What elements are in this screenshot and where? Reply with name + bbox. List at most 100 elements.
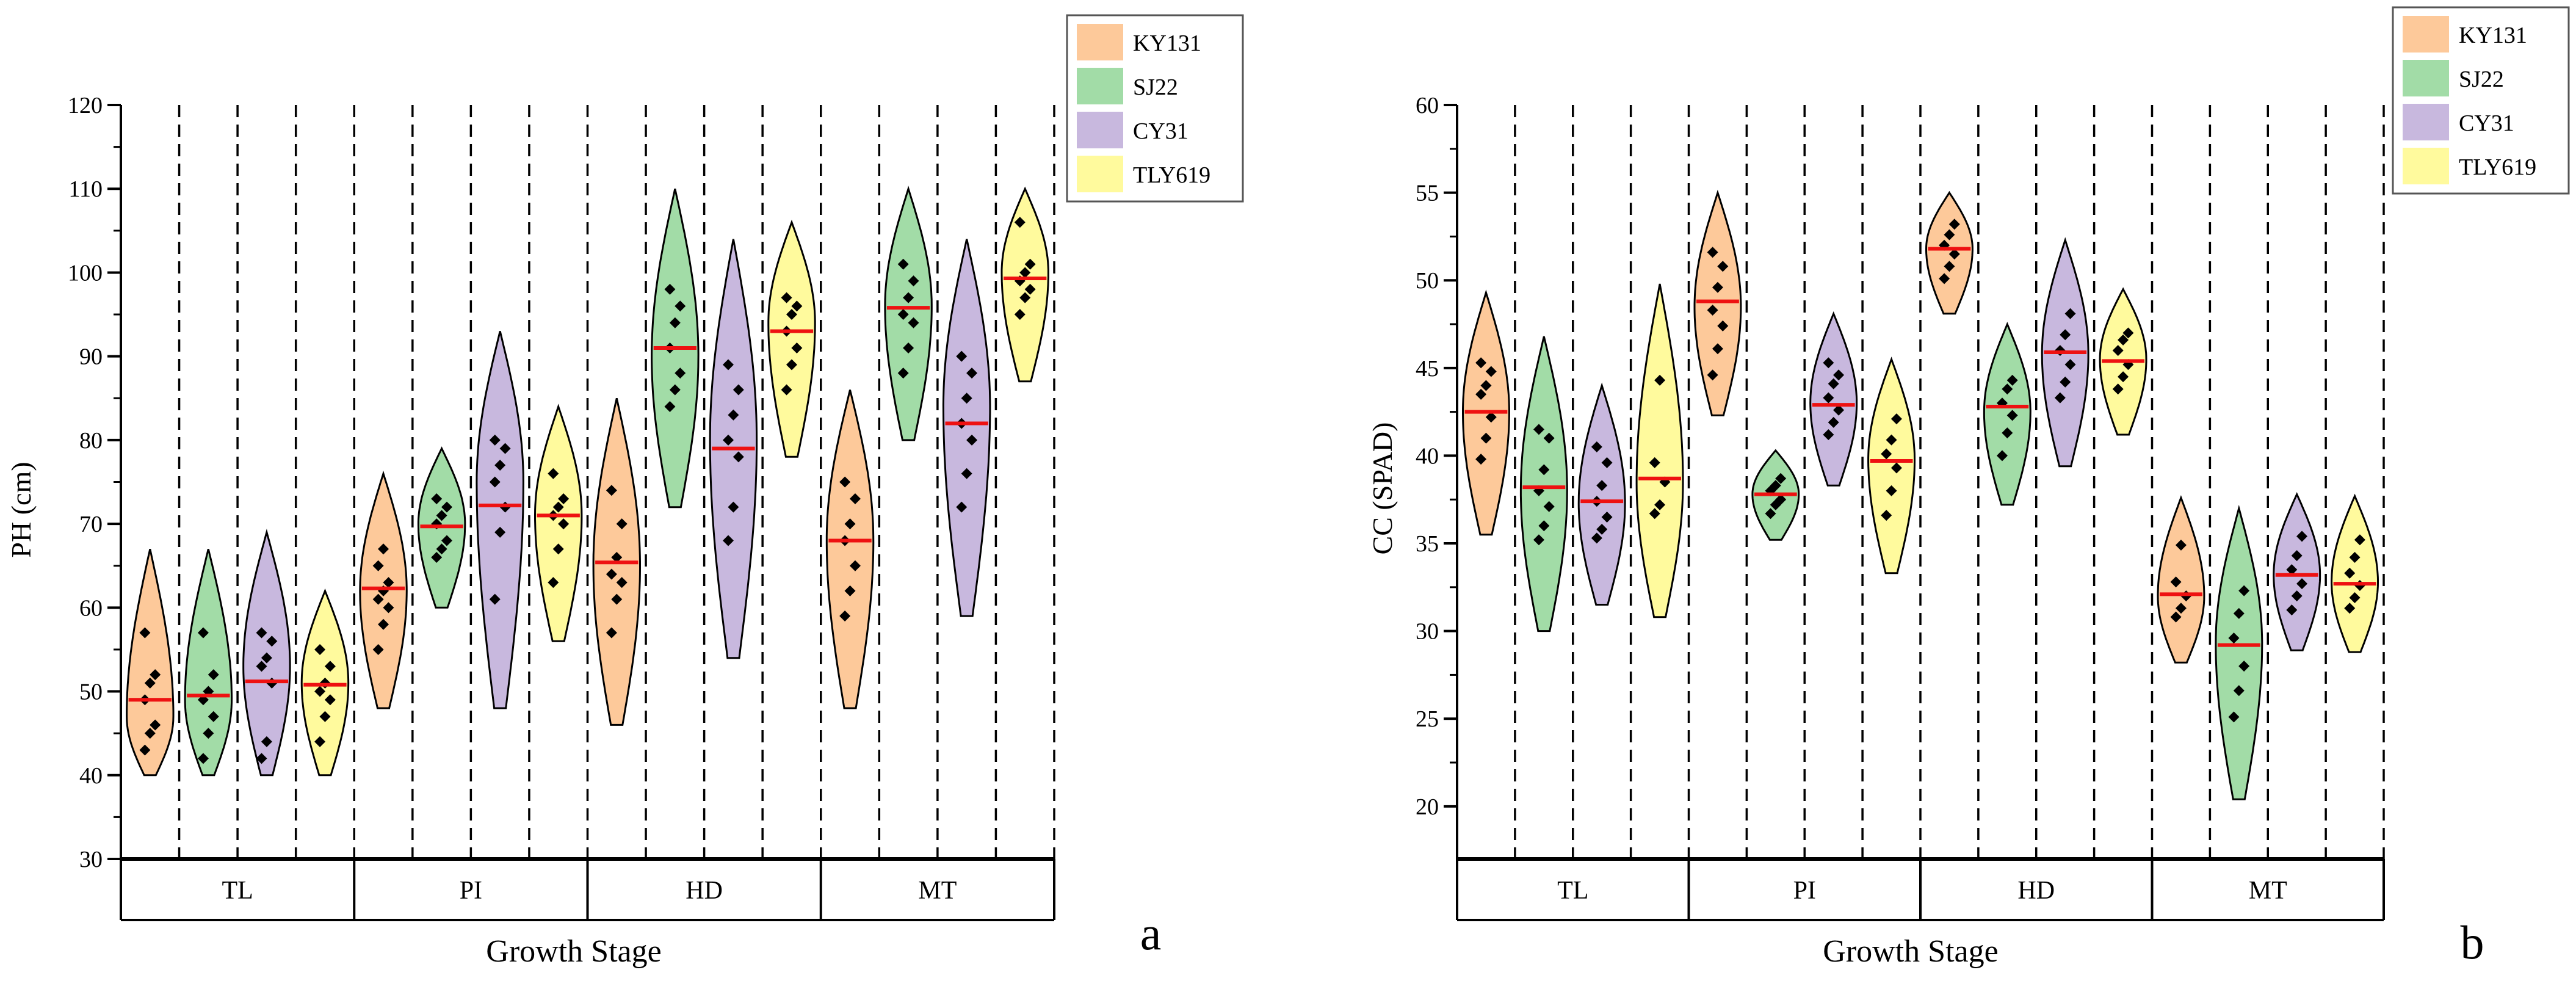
x-axis-title-a: Growth Stage (486, 934, 661, 969)
data-point (786, 359, 797, 371)
y-tick-label: 50 (1416, 268, 1439, 294)
data-point (1890, 413, 1902, 425)
data-point (1717, 261, 1729, 272)
data-point (606, 627, 617, 639)
data-point (733, 451, 744, 463)
data-point (1475, 388, 1487, 400)
data-point (733, 384, 744, 396)
data-point (324, 694, 336, 706)
data-point (1717, 320, 1729, 331)
data-point (849, 493, 861, 504)
data-point (1654, 374, 1666, 386)
data-point (2118, 371, 2129, 383)
data-point (431, 552, 443, 563)
y-tick-label: 20 (1416, 794, 1439, 820)
data-point (261, 736, 272, 747)
violin-pi-ky131 (1693, 189, 1742, 416)
data-point (1996, 450, 2008, 462)
data-point (208, 669, 219, 681)
data-point (722, 535, 734, 546)
data-point (1019, 292, 1031, 303)
violins-b (1462, 189, 2379, 800)
data-point (552, 543, 564, 555)
violin-mt-cy31 (2273, 491, 2321, 651)
violin-hd-ky131 (1925, 190, 1974, 315)
data-point (606, 485, 617, 496)
data-point (1596, 524, 1608, 535)
data-point (1886, 434, 1897, 446)
stage-label-mt: MT (918, 877, 957, 905)
data-point (1591, 441, 1602, 453)
data-point (558, 493, 570, 504)
legend-label-tly619: TLY619 (2459, 154, 2536, 180)
data-point (314, 686, 326, 697)
data-point (966, 434, 978, 446)
y-tick-label: 30 (79, 847, 103, 872)
data-point (2291, 590, 2303, 602)
data-point (2349, 552, 2361, 563)
data-point (2122, 327, 2134, 339)
data-point (197, 753, 209, 764)
data-point (897, 368, 909, 379)
data-point (956, 501, 968, 513)
data-point (1533, 424, 1544, 435)
violin-pi-cy31 (476, 331, 524, 709)
data-point (1944, 261, 1955, 272)
data-point (2060, 329, 2071, 341)
data-point (372, 560, 384, 571)
y-tick-label: 120 (68, 93, 103, 118)
data-point (2118, 334, 2129, 346)
data-point (2296, 531, 2308, 542)
data-point (2349, 592, 2361, 604)
data-point (2238, 661, 2250, 672)
data-point (1014, 217, 1026, 228)
data-point (494, 460, 506, 471)
panel-letter-b: b (2461, 916, 2484, 969)
violin-mt-sj22 (2215, 504, 2263, 800)
data-point (839, 476, 851, 488)
data-point (383, 602, 394, 614)
data-point (1948, 248, 1960, 260)
violin-mt-tly619 (1000, 186, 1049, 383)
data-point (675, 368, 686, 379)
x-axis-title-b: Growth Stage (1823, 934, 1998, 969)
legend-swatch-sj22 (2403, 60, 2449, 96)
data-point (1775, 473, 1787, 484)
stage-label-tl: TL (1557, 877, 1588, 905)
data-point (1475, 357, 1487, 369)
data-point (1886, 485, 1897, 496)
data-point (1596, 480, 1608, 491)
axes-b: 20 25 30 35 40 45 50 55 60 TL PI HD MT (1416, 93, 2385, 921)
data-point (728, 501, 739, 513)
data-point (139, 744, 151, 756)
data-point (791, 300, 803, 312)
data-point (1543, 501, 1555, 512)
data-point (781, 384, 792, 396)
data-point (1014, 309, 1026, 321)
data-point (675, 300, 686, 312)
data-point (372, 593, 384, 605)
data-point (2344, 567, 2356, 579)
stage-label-tl: TL (222, 877, 253, 905)
data-point (1649, 457, 1660, 468)
legend-label-sj22: SJ22 (2459, 67, 2504, 92)
data-point (383, 577, 394, 589)
violin-mt-tly619 (2331, 493, 2379, 653)
axes-a: 30 40 50 60 70 80 90 100 110 120 TL PI HD MT (68, 93, 1055, 921)
data-point (2006, 410, 2018, 421)
stage-label-hd: HD (2017, 877, 2055, 905)
data-point (1024, 258, 1036, 270)
data-point (1601, 511, 1613, 523)
data-point (1485, 366, 1497, 377)
legend-swatch-ky131 (2403, 16, 2449, 53)
y-tick-label: 25 (1416, 706, 1439, 732)
data-point (781, 292, 792, 303)
data-point (552, 501, 564, 513)
data-point (664, 401, 676, 412)
data-point (1823, 429, 1834, 440)
data-point (2054, 392, 2066, 404)
data-point (319, 711, 331, 722)
data-point (378, 618, 389, 630)
data-point (897, 258, 909, 270)
